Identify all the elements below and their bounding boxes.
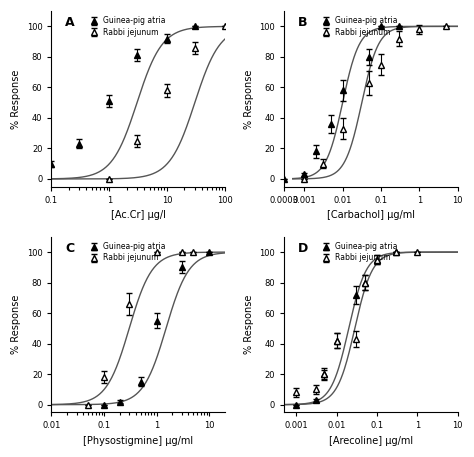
Legend: Guinea-pig atria, Rabbi jejunum: Guinea-pig atria, Rabbi jejunum bbox=[86, 15, 166, 38]
Y-axis label: % Response: % Response bbox=[11, 295, 21, 354]
Y-axis label: % Response: % Response bbox=[11, 69, 21, 128]
X-axis label: [Ac.Cr] μg/l: [Ac.Cr] μg/l bbox=[111, 210, 165, 220]
Text: B: B bbox=[298, 16, 308, 29]
Text: C: C bbox=[65, 242, 74, 255]
Text: D: D bbox=[298, 242, 308, 255]
Text: A: A bbox=[65, 16, 75, 29]
X-axis label: [Physostigmine] μg/ml: [Physostigmine] μg/ml bbox=[83, 436, 193, 446]
Legend: Guinea-pig atria, Rabbi jejunum: Guinea-pig atria, Rabbi jejunum bbox=[86, 241, 166, 264]
X-axis label: [Carbachol] μg/ml: [Carbachol] μg/ml bbox=[327, 210, 415, 220]
Legend: Guinea-pig atria, Rabbi jejunum: Guinea-pig atria, Rabbi jejunum bbox=[319, 241, 399, 264]
Y-axis label: % Response: % Response bbox=[244, 69, 254, 128]
Legend: Guinea-pig atria, Rabbi jejunum: Guinea-pig atria, Rabbi jejunum bbox=[319, 15, 399, 38]
Y-axis label: % Response: % Response bbox=[244, 295, 254, 354]
X-axis label: [Arecoline] μg/ml: [Arecoline] μg/ml bbox=[329, 436, 413, 446]
